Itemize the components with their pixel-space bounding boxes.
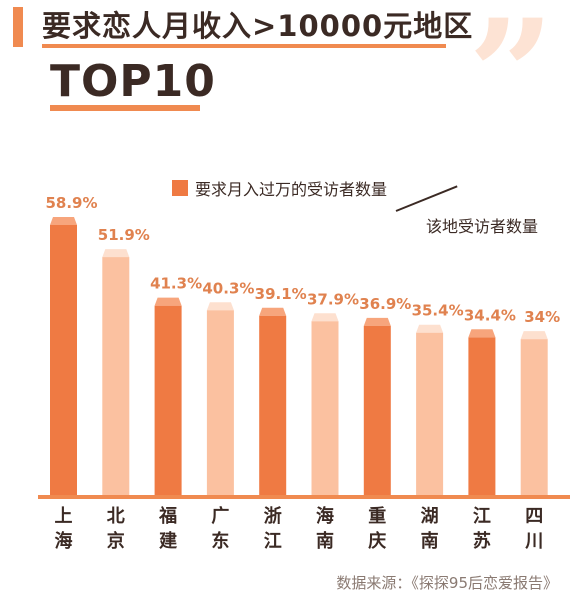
x-axis-line	[38, 495, 570, 499]
category-label: 江	[473, 506, 491, 527]
category-label: 北	[107, 506, 125, 527]
category-label: 四	[525, 506, 543, 527]
bar	[311, 321, 339, 495]
category-label: 南	[421, 530, 439, 552]
data-source-note: 数据来源：《探探95后恋爱报告》	[336, 574, 558, 592]
legend-swatch	[172, 180, 188, 196]
bar-cap	[102, 249, 130, 258]
category-label: 浙	[264, 505, 282, 527]
legend-bar-label: 要求月入过万的受访者数量	[195, 180, 388, 199]
category-label: 京	[107, 530, 125, 552]
quote-mark-icon: ”	[468, 0, 555, 163]
chart-subtitle: TOP10	[50, 56, 216, 107]
category-label: 庆	[368, 530, 386, 552]
bar-cap	[50, 217, 77, 225]
data-label: 34%	[524, 308, 560, 326]
category-label: 江	[264, 531, 282, 552]
data-label: 40.3%	[202, 279, 254, 297]
category-label: 海	[55, 530, 73, 552]
legend-bar-entry: 要求月入过万的受访者数量	[172, 176, 387, 200]
data-label: 41.3%	[150, 275, 202, 293]
bar-cap	[468, 329, 496, 338]
bar	[102, 257, 130, 495]
bar	[520, 339, 548, 495]
bar-cap	[416, 324, 444, 333]
data-label: 36.9%	[359, 295, 411, 313]
category-label: 川	[524, 531, 543, 552]
data-label: 35.4%	[412, 302, 464, 320]
bar	[468, 337, 496, 495]
bar-cap	[311, 313, 339, 322]
category-label: 福	[158, 505, 177, 527]
data-label: 58.9%	[45, 194, 97, 212]
category-label: 广	[211, 505, 229, 527]
bar	[206, 310, 234, 495]
bar	[50, 225, 77, 495]
bar	[154, 305, 182, 495]
category-label: 重	[368, 505, 386, 527]
category-label: 苏	[473, 530, 491, 552]
bar	[416, 332, 444, 495]
bar-cap	[520, 331, 548, 340]
title-accent-bar	[13, 7, 23, 47]
chart-title: 要求恋人月收入>10000元地区	[42, 9, 474, 43]
bar	[363, 325, 391, 495]
data-label: 34.4%	[464, 306, 516, 324]
data-label: 39.1%	[255, 285, 307, 303]
category-label: 建	[159, 530, 177, 552]
title-underline	[42, 44, 446, 48]
bar-cap	[206, 302, 234, 311]
bar	[259, 315, 287, 495]
bar-cap	[154, 297, 182, 306]
category-label: 南	[316, 530, 334, 552]
legend-denominator-label: 该地受访者数量	[426, 217, 539, 236]
data-label: 37.9%	[307, 290, 359, 308]
category-label: 东	[211, 530, 229, 552]
bar-cap	[259, 307, 287, 316]
data-label: 51.9%	[98, 226, 150, 244]
subtitle-underline	[50, 105, 200, 111]
bar-cap	[363, 317, 391, 326]
category-label: 湖	[421, 506, 439, 527]
category-label: 海	[316, 505, 334, 527]
category-label: 上	[55, 506, 73, 527]
